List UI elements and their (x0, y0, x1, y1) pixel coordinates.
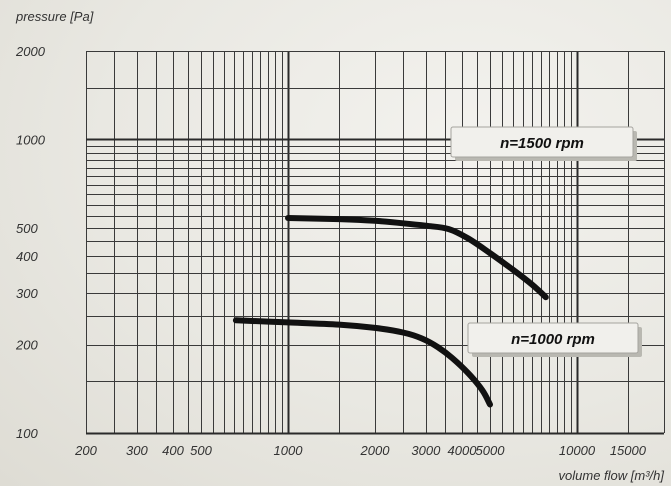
x-tick-label: 1000 (274, 443, 304, 458)
y-tick-label: 200 (15, 338, 38, 353)
y-axis-title: pressure [Pa] (15, 9, 94, 24)
x-tick-label: 2000 (360, 443, 391, 458)
series-label-1500: n=1500 rpm (450, 126, 637, 161)
y-tick-label: 300 (16, 286, 38, 301)
y-tick-label: 500 (16, 221, 38, 236)
x-tick-label: 400 (162, 443, 184, 458)
y-tick-label: 100 (16, 426, 38, 441)
x-tick-label: 4000 (448, 443, 478, 458)
series-line-1500rpm (285, 215, 549, 301)
grid (86, 51, 665, 435)
series-line-1000rpm (232, 317, 493, 408)
x-tick-label: 200 (74, 443, 97, 458)
x-tick-label: 10000 (559, 443, 596, 458)
y-tick-labels: 100 200 300 400 500 1000 2000 (15, 44, 46, 441)
y-tick-label: 400 (16, 249, 38, 264)
series-label-1000-text: n=1000 rpm (511, 331, 595, 348)
x-tick-label: 5000 (476, 443, 506, 458)
series-label-1500-text: n=1500 rpm (500, 135, 584, 152)
series (232, 215, 549, 408)
x-tick-label: 300 (126, 443, 148, 458)
y-tick-label: 2000 (15, 44, 46, 59)
x-tick-label: 500 (190, 443, 212, 458)
y-tick-label: 1000 (16, 132, 46, 147)
x-tick-label: 3000 (411, 443, 441, 458)
x-tick-label: 15000 (610, 443, 647, 458)
series-label-1000: n=1000 rpm (467, 322, 642, 357)
x-axis-title: volume flow [m³/h] (559, 468, 665, 483)
x-tick-labels: 200 300 400 500 1000 2000 3000 4000 5000 10000 150… (74, 443, 647, 458)
